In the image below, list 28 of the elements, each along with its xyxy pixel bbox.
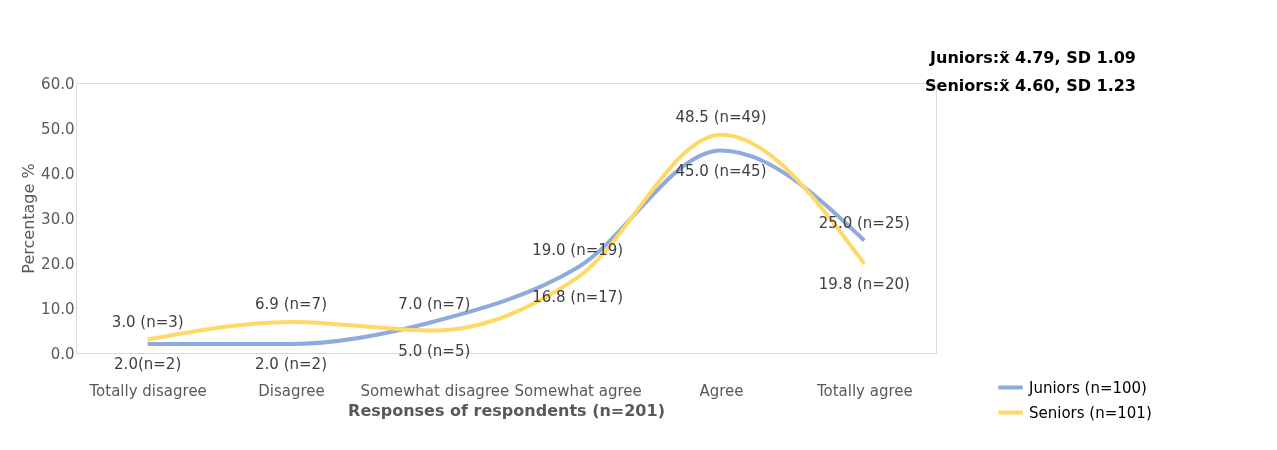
x-tick-label: Totally disagree bbox=[88, 381, 207, 400]
y-tick-label: 0.0 bbox=[50, 344, 75, 363]
data-label: 6.9 (n=7) bbox=[255, 294, 327, 313]
x-axis-title: Responses of respondents (n=201) bbox=[348, 400, 665, 420]
legend-label: Seniors (n=101) bbox=[1029, 403, 1152, 422]
y-tick-label: 20.0 bbox=[41, 254, 75, 273]
text: Juniors:x̃ 4.79, SD 1.09 bbox=[929, 48, 1136, 67]
data-label: 7.0 (n=7) bbox=[398, 294, 471, 313]
x-tick-label: Totally agree bbox=[815, 381, 913, 400]
annotation: Seniors:x̃ 4.60, SD 1.23 bbox=[925, 76, 1136, 95]
data-label: 19.8 (n=20) bbox=[818, 274, 910, 293]
legend-label: Juniors (n=100) bbox=[1028, 378, 1147, 397]
x-tick-label: Agree bbox=[699, 381, 744, 400]
data-label: 2.0(n=2) bbox=[114, 355, 182, 373]
x-tick-label: Somewhat agree bbox=[514, 381, 642, 400]
y-tick-label: 50.0 bbox=[41, 119, 75, 138]
y-tick-label: 60.0 bbox=[41, 74, 75, 93]
y-tick-label: 30.0 bbox=[41, 209, 75, 228]
y-tick-label: 40.0 bbox=[41, 164, 75, 183]
y-tick-label: 10.0 bbox=[41, 299, 75, 318]
data-label: 45.0 (n=45) bbox=[675, 161, 767, 180]
y-axis-title: Percentage % bbox=[19, 163, 39, 274]
data-label: 3.0 (n=3) bbox=[111, 312, 184, 331]
x-tick-label: Disagree bbox=[258, 381, 325, 400]
data-label: 48.5 (n=49) bbox=[675, 107, 767, 126]
data-label: 5.0 (n=5) bbox=[398, 341, 471, 360]
data-label: 2.0 (n=2) bbox=[255, 355, 327, 373]
x-tick-label: Somewhat disagree bbox=[360, 381, 510, 400]
